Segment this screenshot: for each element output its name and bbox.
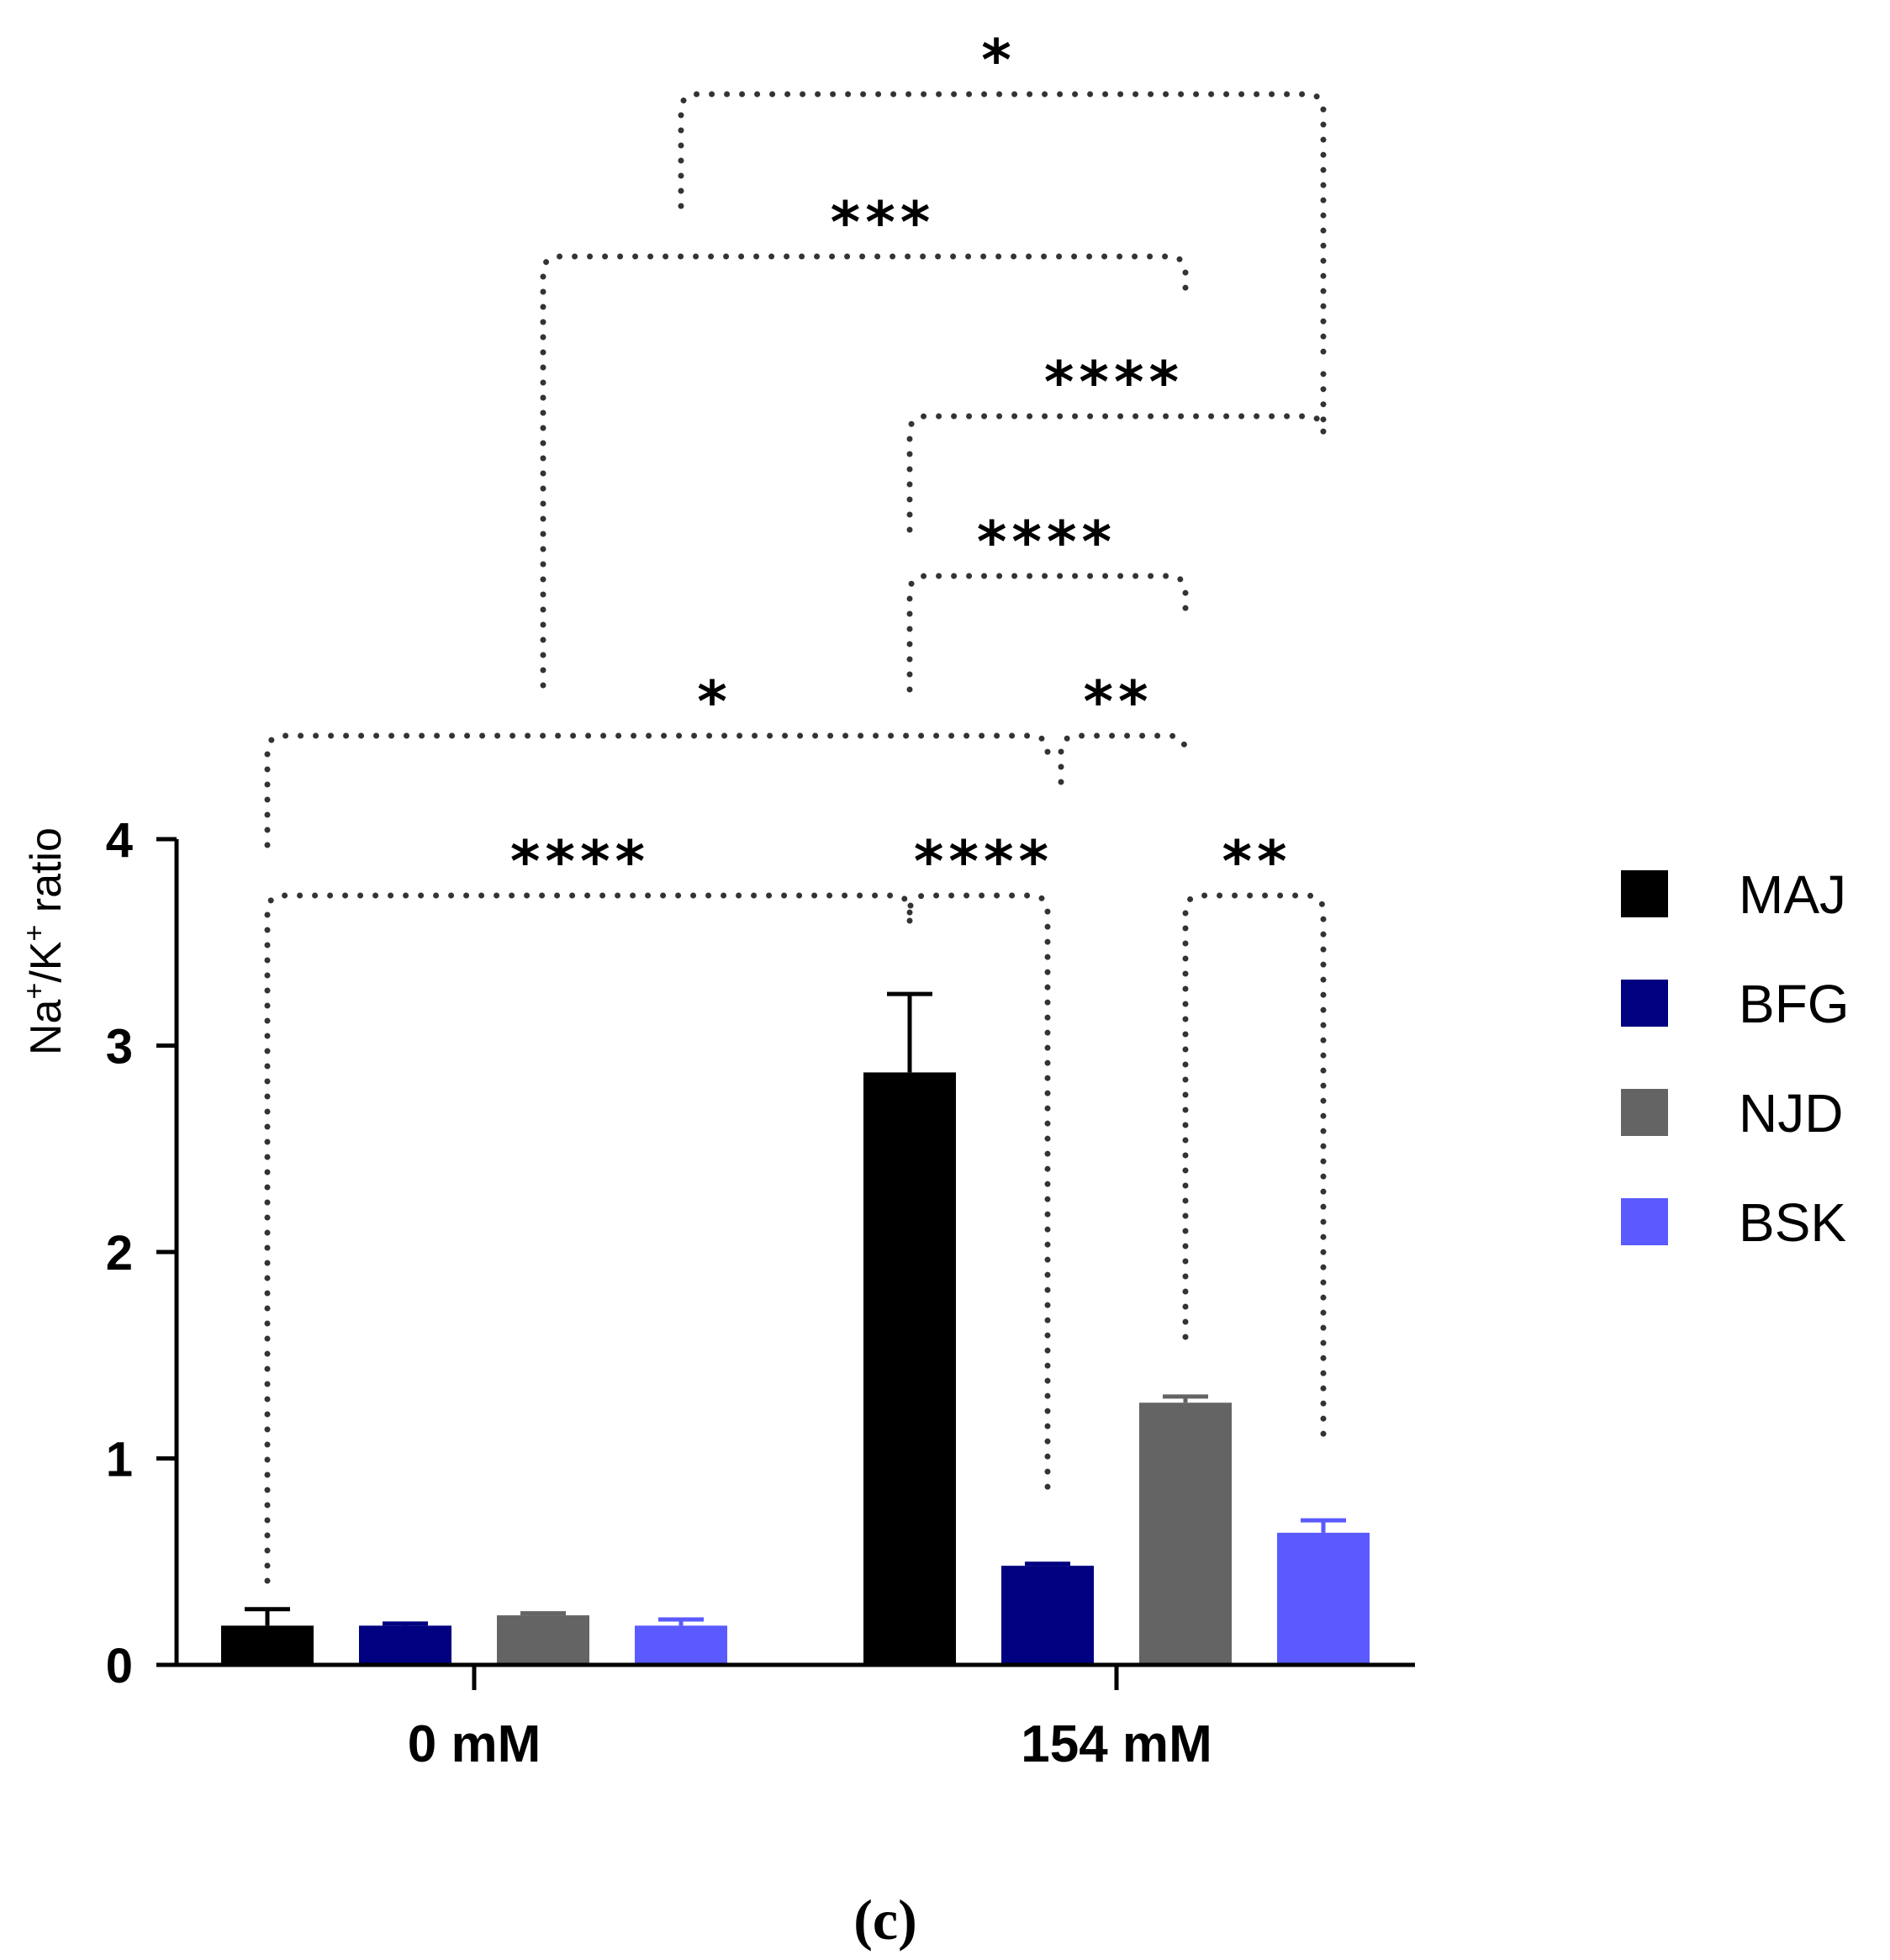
bar-bfg-1 [1001,1566,1094,1665]
significance-label-2: **** [914,829,1053,895]
y-tick-label-3: 3 [106,1020,133,1075]
significance-bracket-5 [1058,732,1189,785]
bar-njd-0 [497,1615,589,1665]
legend-swatch-bsk [1621,1198,1668,1245]
significance-bracket-2 [906,892,1051,1496]
bar-maj-1 [863,1072,956,1665]
significance-label-8: *** [831,190,936,256]
significance-label-4: * [697,669,732,736]
y-tick-label-2: 2 [106,1226,133,1281]
y-tick-label-0: 0 [106,1639,133,1693]
x-tick-label-0: 0 mM [408,1715,541,1773]
legend-swatch-bfg [1621,980,1668,1027]
x-tick-label-1: 154 mM [1021,1715,1212,1773]
significance-bracket-7 [906,358,1327,533]
significance-bracket-8 [540,253,1189,689]
significance-label-7: **** [1044,350,1184,416]
significance-label-1: **** [510,829,650,895]
y-tick-label-1: 1 [106,1433,133,1487]
axes: 0 1 2 3 4 0 mM 154 mM [106,813,1415,1773]
y-tick-label-4: 4 [106,813,133,868]
legend-label-bfg: BFG [1739,974,1850,1034]
bar-bsk-1 [1277,1532,1370,1665]
y-axis-title: Na+/K+ ratio [18,827,71,1055]
bar-bfg-0 [359,1625,451,1665]
legend-swatch-njd [1621,1089,1668,1136]
bar-njd-1 [1139,1403,1232,1665]
significance-bracket-9 [678,91,1327,365]
legend-label-maj: MAJ [1739,864,1846,925]
significance-label-9: * [981,28,1016,94]
significance-brackets: **** **** *** ************** [264,28,1327,1584]
legend-swatch-maj [1621,870,1668,917]
significance-label-5: ** [1083,669,1153,736]
bars [221,991,1370,1665]
legend-label-njd: NJD [1739,1083,1843,1144]
legend: MAJ BFG NJD BSK [1621,864,1850,1253]
significance-bracket-3 [1182,892,1327,1450]
legend-label-bsk: BSK [1739,1192,1846,1253]
significance-label-3: ** [1222,829,1291,895]
significance-bracket-6 [906,573,1189,693]
significance-bracket-1 [264,892,913,1584]
bar-maj-0 [221,1625,314,1665]
bar-bsk-0 [635,1625,727,1665]
figure-caption: (c) [853,1888,916,1952]
significance-label-6: **** [977,510,1117,576]
